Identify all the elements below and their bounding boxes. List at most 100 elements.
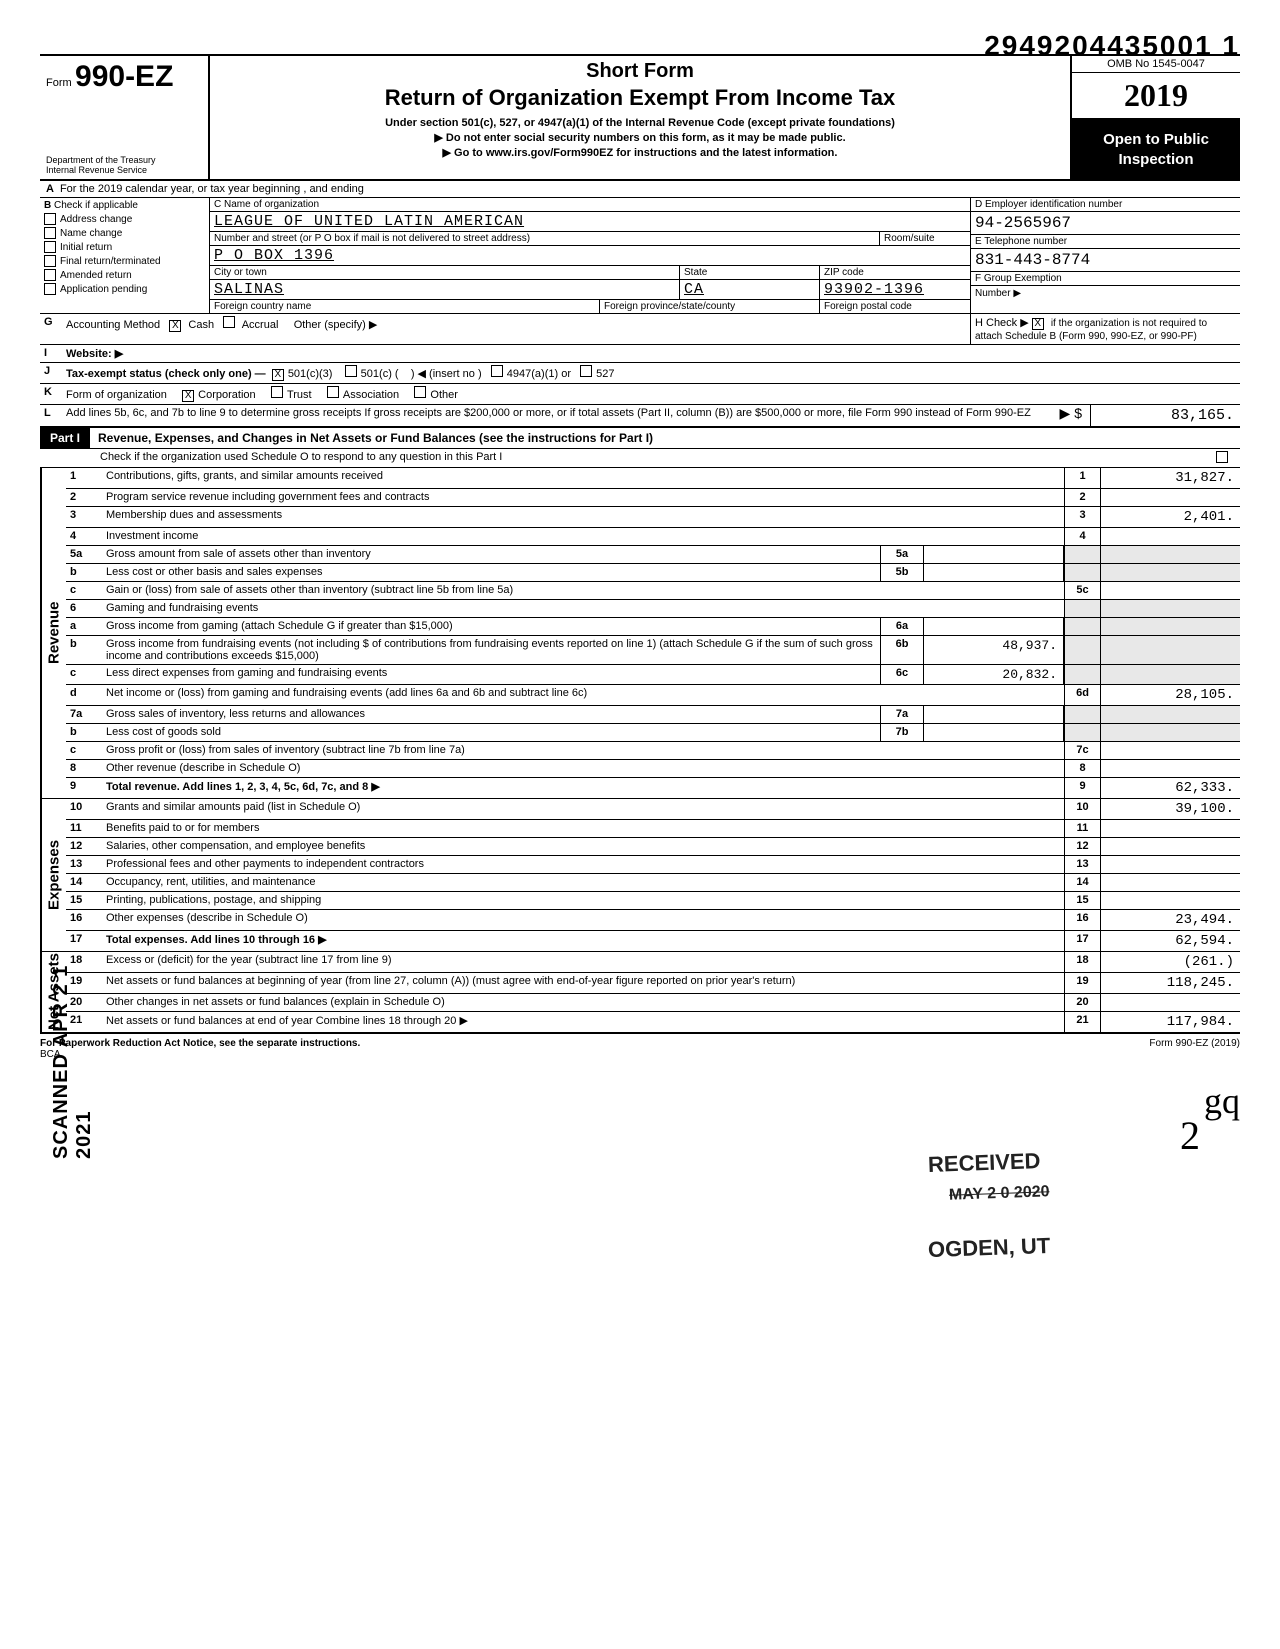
line-6a-value [924,618,1064,635]
chk-initial-return[interactable] [44,241,56,253]
line-16-value: 23,494. [1100,910,1240,930]
sub-line-2: ▶ Do not enter social security numbers o… [218,131,1062,144]
omb-number: OMB No 1545-0047 [1072,56,1240,73]
foreign-postal-label: Foreign postal code [820,300,970,313]
chk-corporation[interactable]: X [182,390,194,402]
part-1-badge: Part I [40,428,90,448]
line-7b-value [924,724,1064,741]
form-prefix: Form [46,77,72,89]
tel-label: E Telephone number [971,235,1240,249]
net-assets-group: Net Assets 18Excess or (deficit) for the… [40,952,1240,1034]
line-7a-value [924,706,1064,723]
line-13-value [1100,856,1240,873]
dept-treasury: Department of the Treasury Internal Reve… [46,155,156,175]
state-value: CA [684,281,704,298]
city-label: City or town [210,266,680,279]
chk-accrual[interactable] [223,316,235,328]
chk-527[interactable] [580,365,592,377]
line-9-value: 62,333. [1100,778,1240,798]
stamp-ogden: OGDEN, UT [927,1233,1050,1263]
state-label: State [680,266,820,279]
header-left: Form 990-EZ Department of the Treasury I… [40,56,210,179]
sub-line-1: Under section 501(c), 527, or 4947(a)(1)… [218,117,1062,129]
chk-name-change[interactable] [44,227,56,239]
col-d: D Employer identification number 94-2565… [970,198,1240,313]
line-2-value [1100,489,1240,506]
stamp-received: RECEIVED [927,1148,1040,1178]
line-4-value [1100,528,1240,545]
zip-value: 93902-1396 [824,281,924,298]
gross-receipts-amount: 83,165. [1090,405,1240,426]
line-15-value [1100,892,1240,909]
line-j: J Tax-exempt status (check only one) — X… [40,363,1240,384]
ein-label: D Employer identification number [971,198,1240,212]
line-10-value: 39,100. [1100,799,1240,819]
street-label: Number and street (or P O box if mail is… [210,232,880,245]
line-1-value: 31,827. [1100,468,1240,488]
chk-amended-return[interactable] [44,269,56,281]
form-number: 990-EZ [75,60,173,93]
name-label: C Name of organization [210,198,970,212]
chk-trust[interactable] [271,386,283,398]
line-h: H Check ▶ X if the organization is not r… [970,314,1240,344]
chk-schedule-o-part1[interactable] [1216,451,1228,463]
line-11-value [1100,820,1240,837]
stamp-scanned: SCANNED APR 2 1 2021 [50,910,96,1159]
chk-application-pending[interactable] [44,283,56,295]
line-a: AFor the 2019 calendar year, or tax year… [40,181,1240,198]
line-19-value: 118,245. [1100,973,1240,993]
col-c: C Name of organization LEAGUE OF UNITED … [210,198,970,313]
line-6d-value: 28,105. [1100,685,1240,705]
open-to-public: Open to Public Inspection [1072,120,1240,179]
chk-4947[interactable] [491,365,503,377]
line-k: K Form of organization XCorporation Trus… [40,384,1240,405]
line-18-value: (261.) [1100,952,1240,972]
part-1-sub: Check if the organization used Schedule … [40,449,1240,468]
line-5a-value [924,546,1064,563]
revenue-group: Revenue 1Contributions, gifts, grants, a… [40,468,1240,799]
part-1-header: Part I Revenue, Expenses, and Changes in… [40,428,1240,449]
chk-501c[interactable] [345,365,357,377]
group-sub: Number ▶ [971,286,1240,301]
stamp-date: MAY 2 0 2020 [949,1183,1050,1204]
line-8-value [1100,760,1240,777]
revenue-label: Revenue [40,468,66,798]
sub-line-3: ▶ Go to www.irs.gov/Form990EZ for instru… [218,146,1062,159]
accounting-method-label: Accounting Method [66,319,160,331]
tel-value: 831-443-8774 [971,249,1240,272]
ein-value: 94-2565967 [971,212,1240,235]
line-14-value [1100,874,1240,891]
chk-association[interactable] [327,386,339,398]
line-7c-value [1100,742,1240,759]
expenses-group: Expenses 10Grants and similar amounts pa… [40,799,1240,952]
line-g-h: G Accounting Method X Cash Accrual Other… [40,314,1240,345]
chk-cash[interactable]: X [169,320,181,332]
line-21-value: 117,984. [1100,1012,1240,1032]
line-6c-value: 20,832. [924,665,1064,684]
line-3-value: 2,401. [1100,507,1240,527]
foreign-prov-label: Foreign province/state/county [600,300,820,313]
line-i: I Website: ▶ [40,345,1240,363]
part-1-title: Revenue, Expenses, and Changes in Net As… [90,429,661,447]
line-17-value: 62,594. [1100,931,1240,951]
line-5c-value [1100,582,1240,599]
tax-year: 2019 [1072,73,1240,120]
line-12-value [1100,838,1240,855]
form-header: Form 990-EZ Department of the Treasury I… [40,54,1240,181]
group-label: F Group Exemption [971,272,1240,286]
line-6b-value: 48,937. [924,636,1064,664]
chk-501c3[interactable]: X [272,369,284,381]
section-bcd: B Check if applicable Address change Nam… [40,198,1240,314]
city-value: SALINAS [214,281,284,298]
line-5b-value [924,564,1064,581]
room-label: Room/suite [880,232,970,245]
chk-schedule-b[interactable]: X [1032,318,1044,330]
line-20-value [1100,994,1240,1011]
main-title: Return of Organization Exempt From Incom… [218,85,1062,111]
col-b: B Check if applicable Address change Nam… [40,198,210,313]
short-form-title: Short Form [218,60,1062,83]
chk-other-org[interactable] [414,386,426,398]
chk-address-change[interactable] [44,213,56,225]
page-footer: For Paperwork Reduction Act Notice, see … [40,1034,1240,1060]
chk-final-return[interactable] [44,255,56,267]
